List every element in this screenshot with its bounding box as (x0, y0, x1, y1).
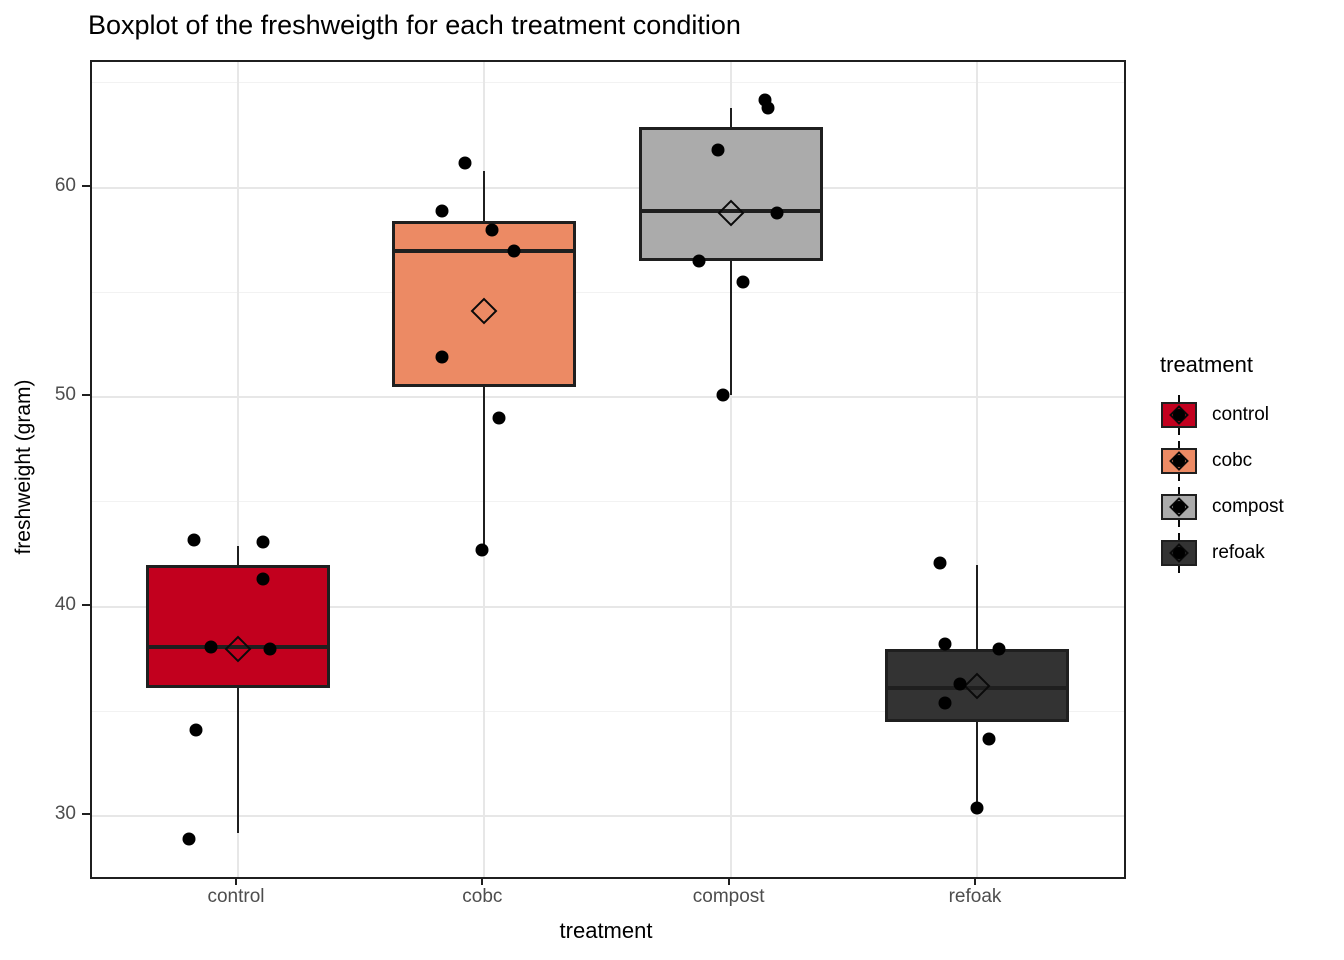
jitter-point (953, 677, 967, 691)
legend-label: cobc (1212, 450, 1253, 471)
jitter-point (263, 642, 277, 656)
jitter-point (992, 642, 1006, 656)
jitter-point (485, 223, 499, 237)
gridline-minor (92, 82, 1124, 84)
legend-key-point (1173, 409, 1185, 421)
legend-item: control (1160, 392, 1344, 438)
jitter-point (711, 143, 725, 157)
jitter-point (435, 350, 449, 364)
gridline-minor (92, 710, 1124, 712)
y-axis-title: freshweight (gram) (12, 379, 35, 555)
boxplot-median (146, 644, 330, 649)
gridline-major-vertical (237, 62, 239, 877)
y-tick-label: 50 (54, 384, 76, 406)
gridline-major (92, 396, 1124, 399)
jitter-point (475, 543, 489, 557)
x-tick-label: control (207, 886, 265, 907)
jitter-point (716, 388, 730, 402)
jitter-point (256, 572, 270, 586)
legend-key (1160, 485, 1198, 529)
legend-items: control cobc compost refoak (1160, 392, 1344, 576)
boxplot-box (146, 564, 330, 689)
legend-item: compost (1160, 484, 1344, 530)
jitter-point (938, 637, 952, 651)
jitter-point (692, 254, 706, 268)
y-tick-mark (82, 813, 90, 816)
gridline-major-vertical (975, 62, 978, 877)
jitter-point (182, 832, 196, 846)
y-tick-label: 60 (54, 174, 76, 196)
jitter-point (938, 696, 952, 710)
boxplot-box (638, 126, 823, 262)
jitter-point (770, 206, 784, 220)
gridline-major (92, 815, 1124, 818)
y-tick-mark (82, 603, 90, 606)
jitter-point (970, 801, 984, 815)
legend-title: treatment (1160, 352, 1253, 377)
gridline-major-vertical (729, 62, 732, 877)
legend-item: cobc (1160, 438, 1344, 484)
legend-label: control (1212, 404, 1270, 425)
legend-key (1160, 393, 1198, 437)
jitter-point (189, 723, 203, 737)
jitter-point (204, 640, 218, 654)
plot-panel (90, 60, 1126, 879)
jitter-point (761, 101, 775, 115)
jitter-point (982, 732, 996, 746)
legend-key (1160, 439, 1198, 483)
boxplot-whisker (237, 545, 239, 833)
x-tick-mark (235, 877, 237, 885)
gridline-minor (92, 291, 1124, 293)
x-tick-label: cobc (462, 886, 503, 907)
gridline-major (92, 605, 1124, 608)
jitter-point (256, 535, 270, 549)
x-tick-label: refoak (948, 886, 1002, 907)
x-axis-title: treatment (559, 918, 653, 943)
y-tick-mark (82, 394, 90, 397)
legend: treatment control cobc compost refoak (1160, 352, 1344, 576)
x-tick-mark (973, 877, 976, 885)
x-tick-label: compost (692, 886, 765, 907)
boxplot-median (884, 686, 1069, 691)
legend-key (1160, 531, 1198, 575)
jitter-point (933, 556, 947, 570)
legend-label: compost (1212, 496, 1284, 517)
plot-title: Boxplot of the freshweigth for each trea… (88, 10, 741, 40)
boxplot-box (884, 648, 1069, 722)
boxplot-median (392, 248, 577, 253)
gridline-major (92, 186, 1124, 189)
jitter-point (736, 275, 750, 289)
gridline-minor (92, 501, 1124, 503)
x-tick-mark (727, 877, 730, 885)
legend-key-point (1173, 501, 1185, 513)
boxplot-median (638, 208, 823, 213)
y-tick-mark (82, 184, 90, 187)
y-tick-label: 40 (54, 593, 76, 615)
jitter-point (435, 204, 449, 218)
x-tick-mark (481, 877, 484, 885)
legend-item: refoak (1160, 530, 1344, 576)
legend-label: refoak (1212, 542, 1265, 563)
legend-key-point (1173, 455, 1185, 467)
jitter-point (507, 244, 521, 258)
legend-key-point (1173, 547, 1185, 559)
jitter-point (458, 156, 472, 170)
jitter-point (187, 533, 201, 547)
jitter-point (492, 411, 506, 425)
y-tick-label: 30 (54, 803, 76, 825)
